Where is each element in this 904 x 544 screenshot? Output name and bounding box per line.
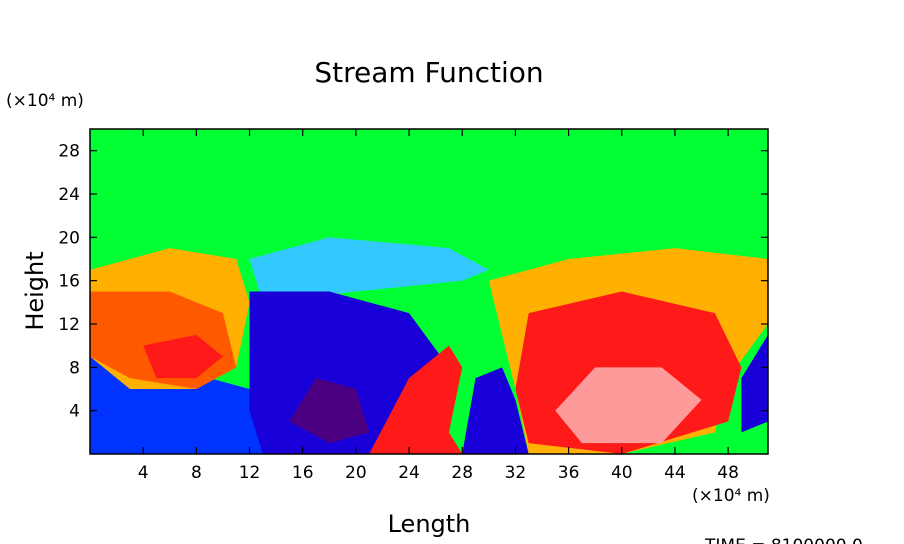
x-tick-label: 48 [717,463,739,483]
y-tick-label: 16 [58,272,80,292]
x-tick-label: 44 [664,463,686,483]
y-unit-label: (×10⁴ m) [6,91,84,111]
y-tick-label: 12 [58,315,80,335]
x-tick-label: 4 [138,463,149,483]
y-tick-label: 28 [58,142,80,162]
x-tick-label: 20 [345,463,367,483]
y-tick-label: 4 [69,402,80,422]
time-footer: TIME = 8100000.0 [704,536,863,544]
contour-region-central-cyan [249,237,489,303]
contour-region-left-deep-red [143,334,223,379]
x-tick-label: 36 [558,463,580,483]
contour-region-right-edge-blue [741,334,768,433]
y-axis-ticks: 4 8 12 16 20 24 28 [58,142,768,422]
plot-area [90,129,768,454]
y-tick-label: 8 [69,358,80,378]
contour-region-right-blue-plume [462,367,529,454]
contour-region-central-red-tongue [369,345,463,454]
contour-regions [90,129,768,454]
x-tick-label: 40 [611,463,633,483]
contour-region-right-pink-core [555,367,702,444]
x-tick-label: 24 [398,463,420,483]
y-axis-label: Height [21,251,49,330]
y-tick-label: 20 [58,228,80,248]
x-tick-label: 16 [292,463,314,483]
y-tick-label: 24 [58,185,80,205]
chart-title: Stream Function [314,56,543,89]
x-axis-label: Length [388,510,471,538]
x-tick-label: 32 [505,463,527,483]
plot-frame [89,128,769,455]
x-axis-ticks: 4 8 12 16 20 24 28 32 36 40 44 48 [138,129,739,483]
x-tick-label: 8 [191,463,202,483]
x-tick-label: 12 [239,463,261,483]
contour-region-central-deep-purple [289,378,370,444]
x-unit-label: (×10⁴ m) [692,486,770,506]
x-tick-label: 28 [451,463,473,483]
contour-region-upper-green-field [90,129,768,249]
